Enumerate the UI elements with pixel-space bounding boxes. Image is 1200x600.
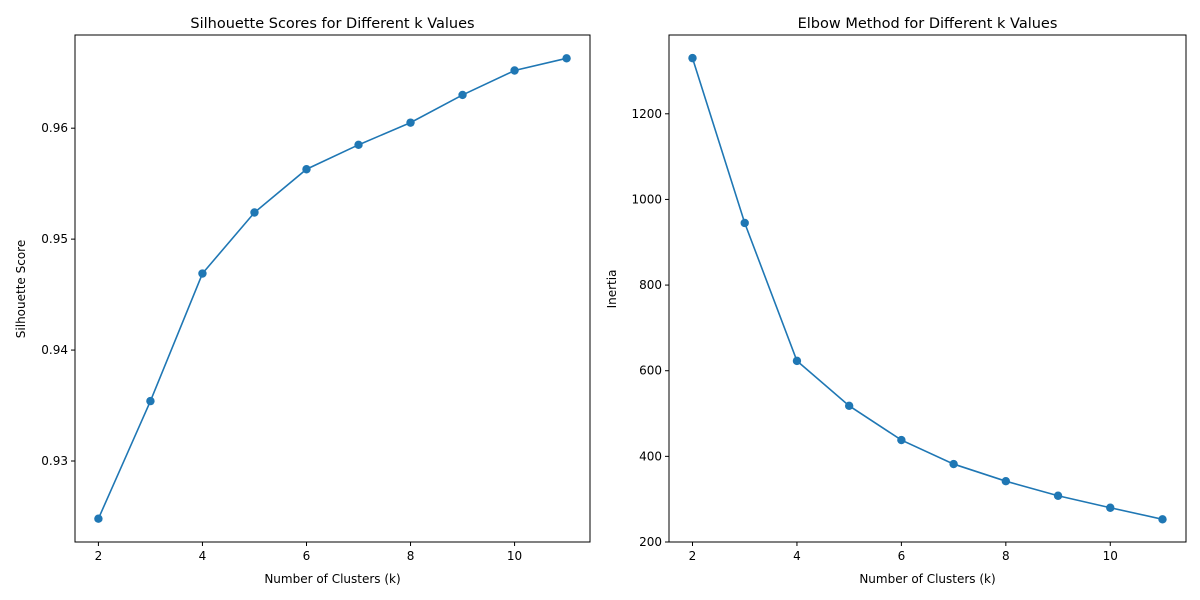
data-point xyxy=(250,208,259,217)
x-tick-label: 6 xyxy=(898,549,906,563)
data-point xyxy=(844,401,854,411)
data-point xyxy=(688,53,697,63)
data-point xyxy=(354,140,363,150)
tick-layer: 2 4 6 8 10 0.93 0.94 0.95 0.96 xyxy=(41,121,522,563)
tick-layer: 2 4 6 8 10 200 400 600 800 1000 1200 xyxy=(631,107,1117,563)
y-tick-label: 0.95 xyxy=(41,232,68,246)
silhouette-chart: Silhouette Scores for Different k Values… xyxy=(14,16,591,586)
y-tick-label: 0.96 xyxy=(41,121,68,135)
axes-frame xyxy=(74,34,591,543)
x-tick-label: 2 xyxy=(95,549,103,563)
x-tick-label: 8 xyxy=(407,549,415,563)
data-point xyxy=(198,269,207,278)
data-point xyxy=(740,218,749,228)
data-point xyxy=(302,165,311,174)
x-tick-label: 10 xyxy=(507,549,522,563)
data-point xyxy=(897,435,906,445)
y-tick-label: 0.93 xyxy=(41,454,68,468)
y-tick-label: 800 xyxy=(639,278,662,292)
y-axis-label: Silhouette Score xyxy=(14,240,28,338)
data-point xyxy=(146,396,155,406)
chart-title: Silhouette Scores for Different k Values xyxy=(190,16,474,32)
data-point xyxy=(510,66,519,75)
data-point xyxy=(1053,491,1063,500)
series-line xyxy=(691,57,1163,521)
y-tick-label: 1000 xyxy=(631,192,662,206)
y-tick-label: 200 xyxy=(639,535,662,549)
y-tick-label: 400 xyxy=(639,449,662,463)
plot-area xyxy=(94,54,571,523)
data-point xyxy=(1106,503,1115,512)
data-point xyxy=(949,459,958,469)
chart-title: Elbow Method for Different k Values xyxy=(798,16,1058,32)
data-point xyxy=(458,90,467,100)
data-point xyxy=(1158,515,1167,524)
x-tick-label: 4 xyxy=(793,549,801,563)
data-point xyxy=(1001,476,1011,486)
x-tick-label: 10 xyxy=(1103,549,1118,563)
x-tick-label: 2 xyxy=(689,549,697,563)
y-tick-label: 600 xyxy=(639,364,662,378)
x-axis-label: Number of Clusters (k) xyxy=(859,572,995,586)
data-point xyxy=(94,514,103,523)
y-axis-label: Inertia xyxy=(605,270,619,309)
data-point xyxy=(406,118,415,127)
x-axis-label: Number of Clusters (k) xyxy=(264,572,400,586)
axes-frame xyxy=(668,34,1187,543)
y-tick-label: 0.94 xyxy=(41,343,68,357)
data-point xyxy=(792,356,802,366)
plot-area xyxy=(688,53,1167,524)
series-line xyxy=(97,57,567,520)
data-point xyxy=(562,54,571,63)
x-tick-label: 8 xyxy=(1002,549,1010,563)
y-tick-label: 1200 xyxy=(631,107,662,121)
elbow-chart: Elbow Method for Different k Values Numb… xyxy=(605,16,1187,586)
x-tick-label: 4 xyxy=(199,549,207,563)
x-tick-label: 6 xyxy=(303,549,311,563)
